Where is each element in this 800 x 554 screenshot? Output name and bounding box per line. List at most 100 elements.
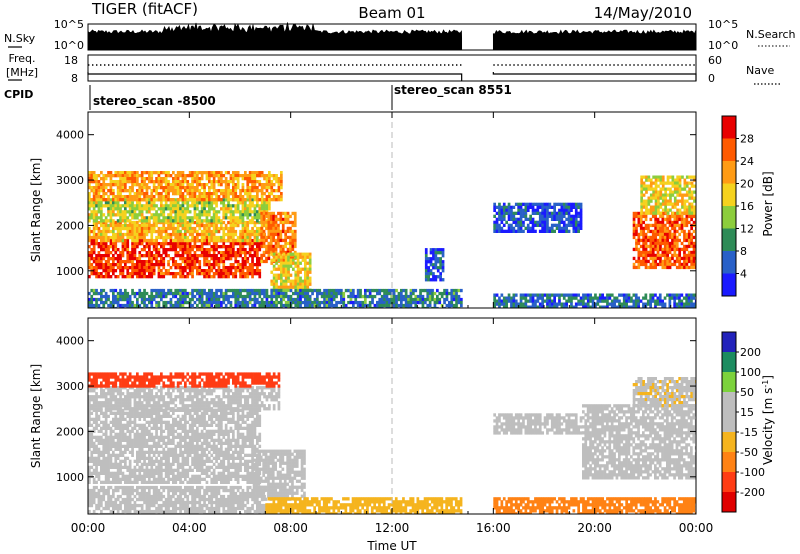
heatmap-cell (675, 223, 679, 228)
heatmap-cell (229, 229, 233, 234)
heatmap-cell (138, 223, 142, 228)
heatmap-cell (522, 305, 525, 308)
heatmap-cell (143, 220, 146, 225)
heatmap-cell (169, 288, 173, 293)
heatmap-cell (162, 180, 166, 184)
heatmap-cell (649, 178, 653, 182)
heatmap-cell (268, 207, 271, 211)
heatmap-cell (116, 294, 120, 299)
heatmap-cell (510, 229, 513, 233)
heatmap-cell (174, 183, 178, 187)
heatmap-cell (296, 306, 300, 308)
heatmap-cell (661, 223, 665, 228)
heatmap-cell (102, 411, 106, 415)
heatmap-cell (272, 294, 276, 299)
heatmap-cell (131, 229, 134, 234)
heatmap-cell (692, 293, 696, 297)
heatmap-cell (436, 260, 440, 264)
heatmap-cell (289, 288, 293, 293)
heatmap-cell (167, 174, 170, 178)
heatmap-cell (645, 187, 648, 191)
heatmap-cell (172, 189, 175, 193)
heatmap-cell (246, 223, 250, 228)
heatmap-cell (510, 208, 513, 212)
heatmap-cell (143, 198, 146, 202)
heatmap-cell (514, 229, 518, 233)
nave-tick-top: 60 (708, 54, 722, 67)
heatmap-cell (675, 247, 679, 252)
heatmap-cell (100, 459, 103, 463)
heatmap-cell (659, 211, 663, 215)
heatmap-cell (227, 226, 230, 231)
heatmap-cell (95, 288, 98, 293)
heatmap-cell (522, 229, 525, 233)
heatmap-cell (543, 208, 547, 212)
heatmap-cell (215, 210, 218, 214)
heatmap-cell (179, 306, 182, 308)
heatmap-cell (683, 211, 687, 215)
heatmap-cell (666, 241, 669, 246)
heatmap-cell (208, 192, 211, 196)
heatmap-cell (400, 300, 403, 305)
heatmap-cell (601, 293, 604, 297)
heatmap-cell (92, 269, 96, 273)
heatmap-cell (203, 210, 206, 214)
heatmap-cell (121, 275, 125, 279)
heatmap-cell (210, 294, 214, 299)
heatmap-cell (184, 245, 187, 249)
heatmap-cell (308, 288, 312, 293)
heatmap-cell (198, 260, 202, 264)
heatmap-cell (232, 213, 235, 217)
heatmap-cell (239, 288, 242, 293)
heatmap-cell (220, 257, 223, 261)
heatmap-cell (687, 235, 691, 240)
heatmap-cell (157, 207, 161, 211)
heatmap-cell (687, 232, 691, 237)
heatmap-cell (683, 187, 687, 191)
heatmap-cell (645, 208, 648, 212)
heatmap-cell (97, 303, 101, 308)
heatmap-cell (179, 266, 182, 270)
heatmap-cell (232, 192, 235, 196)
heatmap-cell (104, 263, 108, 267)
heatmap-cell (654, 302, 657, 306)
heatmap-cell (400, 294, 403, 299)
heatmap-cell (618, 302, 621, 306)
heatmap-cell (640, 202, 643, 206)
heatmap-cell (313, 300, 317, 305)
heatmap-cell (140, 223, 144, 228)
heatmap-cell (160, 306, 163, 308)
heatmap-cell (270, 291, 274, 296)
heatmap-cell (562, 293, 566, 297)
heatmap-cell (184, 266, 187, 270)
heatmap-cell (620, 302, 624, 306)
heatmap-cell (253, 297, 257, 302)
heatmap-cell (181, 303, 185, 308)
heatmap-cell (663, 302, 667, 306)
heatmap-cell (574, 226, 578, 230)
heatmap-cell (212, 186, 216, 190)
heatmap-cell (179, 210, 182, 214)
heatmap-cell (124, 186, 127, 190)
heatmap-cell (675, 217, 679, 222)
heatmap-cell (232, 171, 235, 175)
heatmap-cell (128, 257, 132, 261)
heatmap-cell (181, 260, 185, 264)
heatmap-cell (536, 202, 540, 206)
heatmap-cell (236, 219, 240, 223)
heatmap-cell (186, 220, 190, 225)
heatmap-cell (148, 297, 151, 302)
heatmap-cell (498, 205, 501, 209)
heatmap-cell (256, 232, 259, 237)
heatmap-cell (268, 174, 271, 178)
heatmap-cell (212, 238, 216, 243)
heatmap-cell (294, 252, 298, 256)
heatmap-cell (265, 235, 268, 240)
heatmap-cell (92, 192, 96, 196)
heatmap-cell (275, 267, 278, 271)
heatmap-cell (284, 253, 287, 258)
heatmap-cell (181, 269, 185, 273)
heatmap-cell (196, 177, 199, 181)
heatmap-cell (392, 294, 396, 299)
heatmap-cell (150, 180, 154, 184)
